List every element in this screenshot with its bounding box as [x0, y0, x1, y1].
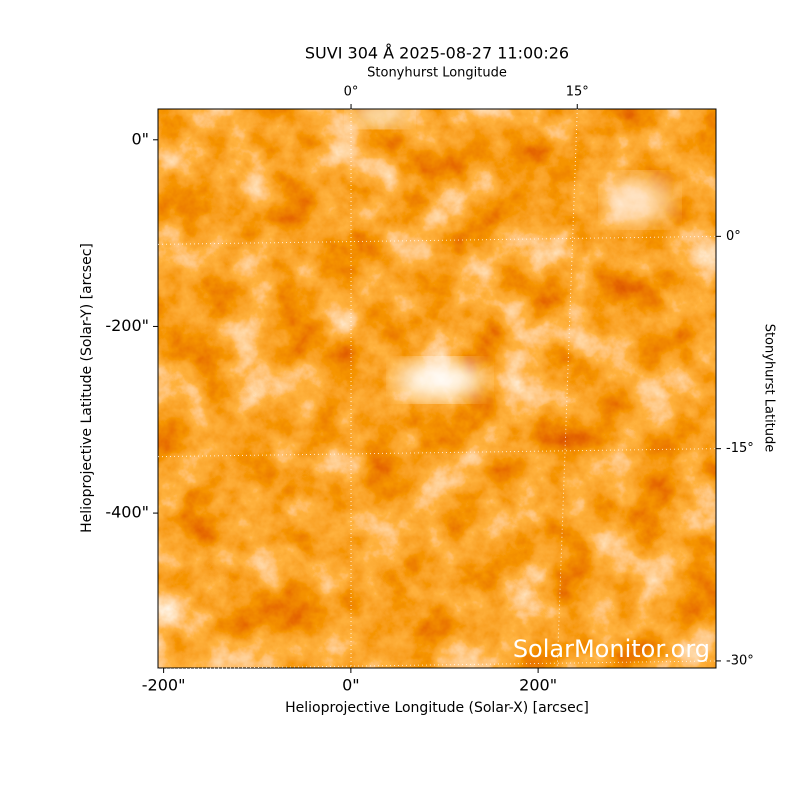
y-tick-label: -200" — [105, 316, 149, 335]
axes-frame — [157, 108, 717, 669]
x-tick-label: 200" — [519, 676, 557, 695]
x2-label: Stonyhurst Longitude — [367, 66, 507, 81]
solar-image — [158, 109, 716, 668]
y-label: Helioprojective Latitude (Solar-Y) [arcs… — [79, 243, 95, 533]
y2-tick-label: 0° — [726, 229, 741, 244]
x2-tick-label: 0° — [344, 85, 359, 100]
y2-tick-label: -15° — [726, 441, 754, 456]
y-tick-label: -400" — [105, 503, 149, 522]
x-label: Helioprojective Longitude (Solar-X) [arc… — [285, 700, 589, 716]
x-tick-label: 0" — [342, 676, 360, 695]
chart-title: SUVI 304 Å 2025-08-27 11:00:26 — [305, 44, 569, 63]
x2-tick-label: 15° — [566, 85, 589, 100]
y2-label: Stonyhurst Latitude — [762, 324, 777, 453]
x-tick-label: -200" — [142, 676, 186, 695]
watermark: SolarMonitor.org — [513, 635, 710, 663]
y2-tick-label: -30° — [726, 653, 754, 668]
y-tick-label: 0" — [131, 129, 149, 148]
